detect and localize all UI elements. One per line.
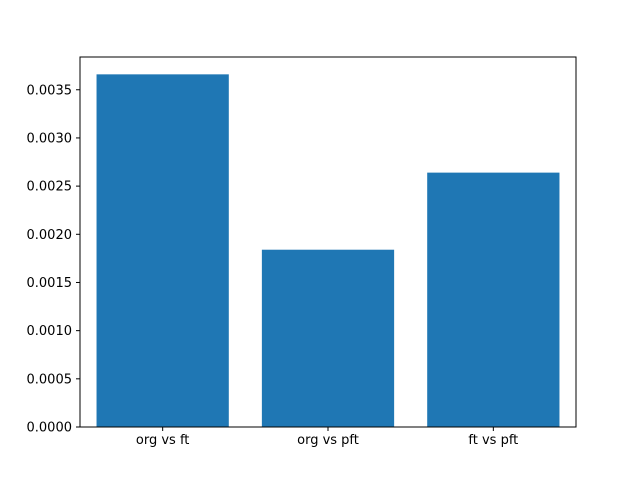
x-tick-label: org vs pft xyxy=(297,433,359,448)
y-tick-label: 0.0035 xyxy=(27,83,73,98)
y-tick-label: 0.0010 xyxy=(27,324,73,339)
y-tick-label: 0.0005 xyxy=(27,372,73,387)
bar-org-vs-pft xyxy=(261,249,395,427)
x-tick-label: ft vs pft xyxy=(468,433,518,448)
y-tick-label: 0.0025 xyxy=(27,180,73,195)
bar-org-vs-ft xyxy=(96,74,229,427)
y-tick-label: 0.0000 xyxy=(27,421,73,436)
x-tick-label: org vs ft xyxy=(136,433,190,448)
y-tick-label: 0.0020 xyxy=(27,228,73,243)
bar-ft-vs-pft xyxy=(427,172,560,427)
y-tick-label: 0.0015 xyxy=(27,276,73,291)
y-tick-label: 0.0030 xyxy=(27,131,73,146)
